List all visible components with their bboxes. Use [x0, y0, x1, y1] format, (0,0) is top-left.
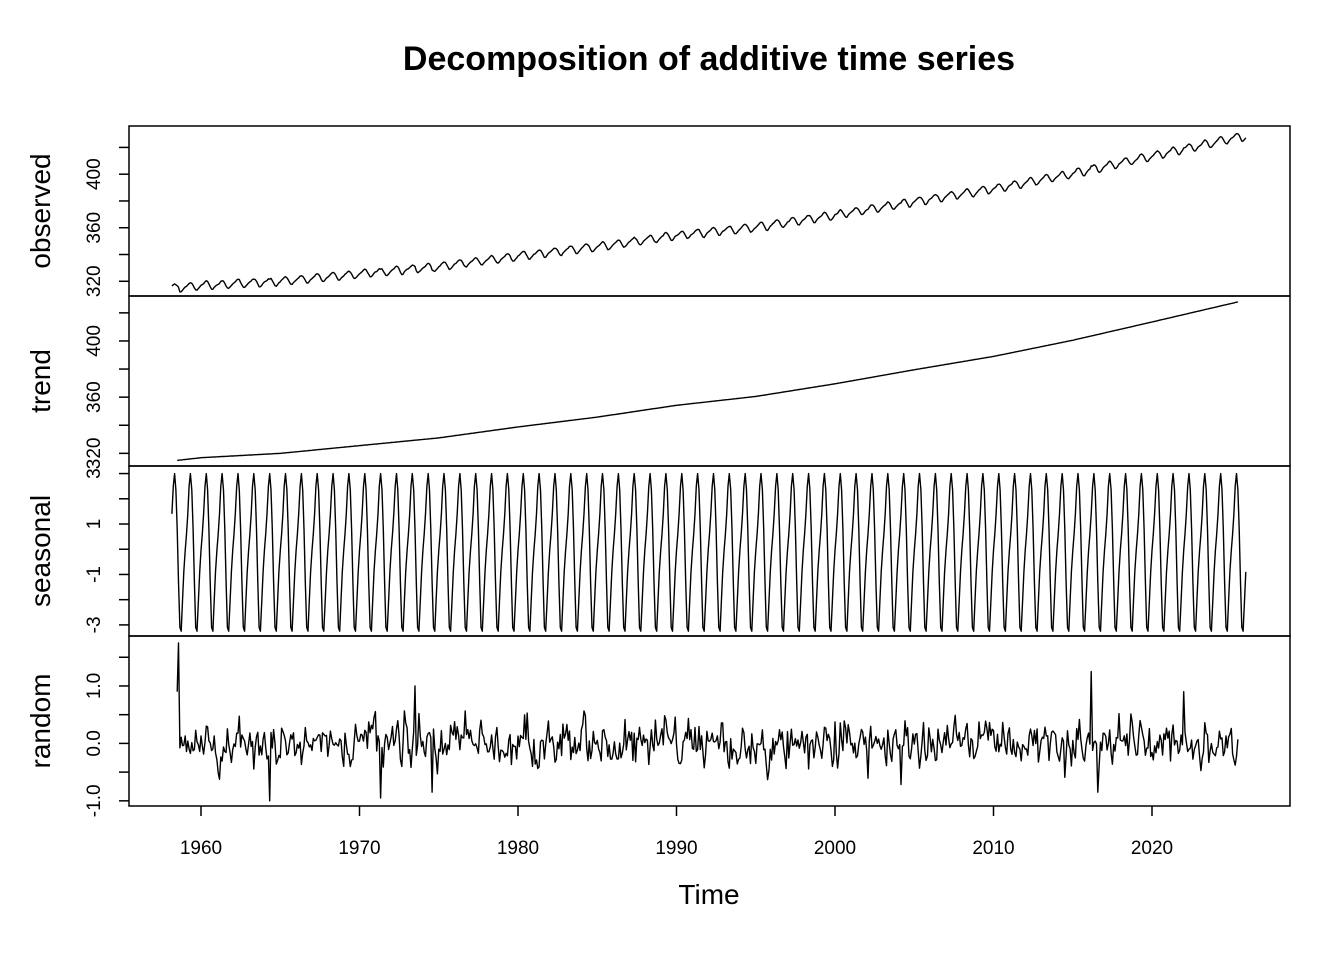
- panel-label-seasonal: seasonal: [25, 495, 56, 607]
- y-tick-label: -1: [84, 566, 105, 583]
- y-tick-label: 320: [84, 265, 105, 297]
- panel-label-observed: observed: [25, 153, 56, 268]
- panel-random: -1.0 0.0 1.0 random: [25, 635, 1291, 817]
- x-axis: 1960 1970 1980 1990 2000 2010 2020: [180, 806, 1173, 859]
- y-tick-label: 0.0: [84, 730, 105, 756]
- y-tick-label: 360: [84, 212, 105, 244]
- y-tick-label: 400: [84, 158, 105, 190]
- panel-frame: [128, 295, 1291, 467]
- y-tick-label: 360: [84, 381, 105, 413]
- x-tick-label: 1970: [338, 838, 380, 859]
- x-tick-label: 2000: [814, 838, 856, 859]
- x-tick-label: 1980: [497, 838, 539, 859]
- observed-line: [171, 132, 1247, 293]
- seasonal-line: [171, 472, 1247, 632]
- x-tick-label: 1960: [180, 838, 222, 859]
- panel-frame: [128, 635, 1291, 807]
- panel-trend: 320 360 400 trend: [25, 295, 1291, 470]
- y-tick-label: -1.0: [84, 784, 105, 817]
- y-tick-label: 1: [84, 519, 105, 530]
- y-tick-label: -3: [84, 616, 105, 633]
- panel-seasonal: -3 -1 1 3 seasonal: [25, 465, 1291, 637]
- y-tick-label: 3: [84, 468, 105, 479]
- panels: 320 360 400 observed 320 360 400 trend -3 -1 1 3 sea…: [25, 125, 1291, 817]
- panel-observed: 320 360 400 observed: [25, 125, 1291, 297]
- x-tick-label: 2010: [972, 838, 1014, 859]
- x-axis-label: Time: [678, 879, 739, 910]
- chart-title: Decomposition of additive time series: [403, 40, 1015, 78]
- trend-line: [177, 301, 1239, 462]
- panel-label-trend: trend: [25, 349, 56, 413]
- panel-frame: [128, 125, 1291, 297]
- x-tick-label: 2020: [1131, 838, 1173, 859]
- y-tick-label: 320: [84, 438, 105, 470]
- panel-label-random: random: [25, 674, 56, 769]
- y-tick-label: 400: [84, 325, 105, 357]
- x-tick-label: 1990: [655, 838, 697, 859]
- y-tick-label: 1.0: [84, 673, 105, 699]
- random-line: [176, 642, 1239, 802]
